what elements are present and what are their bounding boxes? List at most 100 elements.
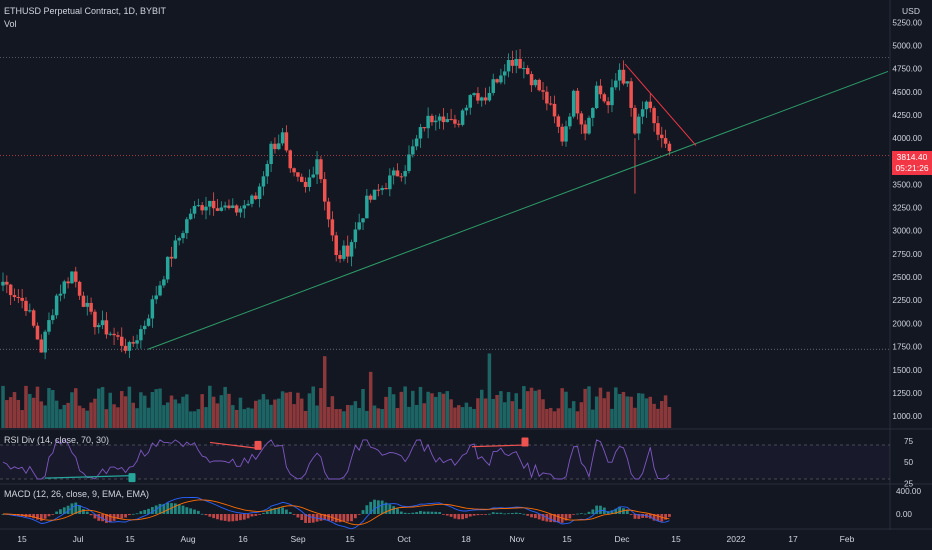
currency-label: USD: [902, 6, 920, 16]
macd-histogram-bar: [579, 513, 583, 515]
volume-bar: [441, 393, 446, 428]
price-tick-label: 5000.00: [892, 42, 922, 51]
volume-bar: [361, 389, 365, 428]
candle-body: [85, 302, 90, 307]
macd-histogram-bar: [89, 514, 93, 516]
macd-histogram-bar: [442, 514, 445, 515]
candle-body: [100, 320, 105, 326]
time-tick-label: 15: [125, 534, 135, 544]
macd-histogram-bar: [396, 508, 399, 514]
volume-bar: [640, 393, 645, 428]
volume-bar: [242, 409, 247, 428]
macd-histogram-bar: [239, 514, 242, 521]
volume-bar: [453, 407, 457, 428]
candle-body: [652, 108, 656, 124]
candle-body: [319, 159, 323, 180]
divergence-marker: [254, 440, 262, 450]
macd-histogram-bar: [62, 507, 66, 514]
volume-bar: [533, 390, 538, 428]
candle-body: [525, 68, 530, 75]
volume-bar: [545, 408, 549, 428]
macd-histogram-bar: [189, 508, 193, 514]
volume-bar: [97, 388, 101, 428]
volume-bar: [621, 391, 626, 428]
volume-bar: [299, 398, 304, 428]
candle-body: [185, 219, 189, 234]
time-tick-label: Dec: [614, 534, 630, 544]
macd-histogram-bar: [216, 514, 219, 520]
current-price-badge[interactable]: 3814.40 05:21:26: [892, 151, 932, 175]
candle-body: [338, 254, 342, 259]
volume-bar: [16, 399, 21, 428]
volume-bar: [342, 411, 346, 428]
volume-bar: [541, 399, 545, 428]
volume-bar: [656, 408, 660, 428]
volume-bar: [365, 410, 369, 428]
macd-histogram-bar: [127, 514, 131, 516]
candle-body: [667, 143, 672, 152]
macd-histogram-bar: [250, 514, 254, 517]
macd-histogram-bar: [47, 514, 51, 517]
macd-histogram-bar: [499, 512, 503, 514]
macd-histogram-bar: [181, 505, 185, 514]
candle-body: [388, 175, 392, 190]
volume-bar: [510, 401, 515, 428]
candle-body: [280, 132, 285, 144]
volume-bar: [499, 391, 503, 428]
candle-body: [460, 110, 465, 125]
candle-body: [430, 115, 434, 123]
candle-body: [43, 331, 47, 353]
volume-bar: [254, 400, 258, 428]
volume-bar: [652, 403, 656, 428]
candle-body: [188, 213, 193, 220]
candle-body: [330, 219, 335, 236]
volume-bar: [165, 402, 170, 428]
candle-body: [334, 235, 338, 255]
volume-bar: [261, 394, 266, 428]
macd-histogram-bar: [522, 513, 526, 515]
candle-body: [234, 205, 239, 213]
macd-histogram-bar: [572, 514, 576, 515]
macd-histogram-bar: [120, 514, 124, 519]
macd-histogram-bar: [281, 507, 284, 514]
volume-bar: [575, 411, 580, 428]
candle-body: [169, 256, 174, 259]
macd-histogram-bar: [131, 513, 135, 515]
candle-body: [211, 200, 216, 209]
volume-bar: [234, 409, 239, 428]
volume-bar: [334, 409, 338, 428]
candle-body: [656, 123, 660, 135]
volume-bar: [472, 408, 476, 428]
macd-histogram-bar: [399, 511, 403, 514]
volume-bar: [185, 394, 189, 428]
volume-bar: [43, 405, 47, 428]
candle-body: [70, 271, 74, 284]
volume-bar: [457, 405, 461, 428]
volume-bar: [380, 409, 384, 428]
volume-bar: [345, 405, 350, 428]
volume-bar: [418, 386, 423, 428]
macd-histogram-bar: [625, 509, 629, 514]
volume-bar: [177, 403, 181, 428]
candle-body: [384, 187, 388, 190]
macd-histogram-bar: [556, 514, 560, 523]
divergence-marker: [521, 437, 529, 447]
candle-body: [284, 132, 289, 151]
macd-histogram-bar: [438, 512, 442, 514]
volume-bar: [89, 402, 93, 428]
volume-bar: [135, 408, 139, 428]
macd-histogram-bar: [510, 513, 514, 514]
macd-line: [2, 496, 670, 530]
volume-bar: [192, 411, 197, 428]
volume-bar: [93, 398, 97, 428]
candle-body: [399, 176, 404, 178]
volume-bar: [51, 390, 55, 428]
volume-bar: [625, 396, 630, 428]
candle-body: [288, 150, 292, 169]
macd-histogram-bar: [491, 512, 495, 514]
time-tick-label: Aug: [180, 534, 195, 544]
candle-body: [575, 90, 580, 114]
bearish-divergence-line: [471, 444, 526, 448]
